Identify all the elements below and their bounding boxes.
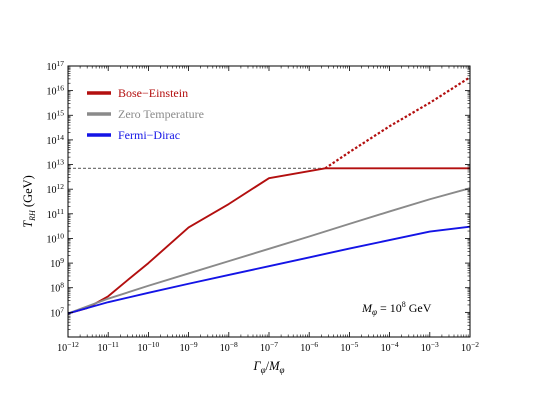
x-tick-label: 10−11: [97, 340, 119, 354]
y-tick-label: 1010: [47, 231, 65, 245]
annotation-layer: Mφ = 108 GeV: [361, 300, 432, 317]
legend-label: Zero Temperature: [118, 107, 204, 121]
y-tick-label: 1011: [47, 207, 64, 221]
x-tick-label: 10−6: [300, 340, 318, 354]
y-tick-label: 1016: [47, 84, 65, 98]
series-zero-temperature: [67, 187, 471, 315]
y-tick-label: 1015: [47, 108, 65, 122]
y-tick-label: 1012: [47, 182, 65, 196]
x-tick-label: 10−9: [180, 340, 198, 354]
y-tick-label: 1013: [47, 158, 65, 172]
series-fermi-dirac: [67, 225, 471, 315]
x-tick-label: 10−5: [340, 340, 358, 354]
series-bose-einstein-continuation: [324, 76, 471, 170]
x-tick-label: 10−2: [461, 340, 479, 354]
y-tick-label: 109: [50, 256, 64, 270]
y-tick-label: 107: [50, 305, 64, 319]
legend: Bose−Einstein Zero Temperature Fermi−Dirac: [87, 86, 204, 142]
series-bose-einstein: [67, 167, 470, 315]
legend-label: Bose−Einstein: [118, 86, 188, 100]
axes-layer: 10−12 10−11 10−10 10−9 10−8 10−7 10−6 10−5 10−4 1…: [21, 59, 479, 375]
x-tick-label: 10−12: [57, 340, 79, 354]
series-layer: [67, 76, 471, 315]
x-tick-label: 10−3: [421, 340, 439, 354]
y-axis-title: TRH (GeV): [21, 175, 37, 228]
mass-annotation: Mφ = 108 GeV: [361, 300, 432, 317]
y-tick-label: 1017: [47, 59, 65, 73]
x-tick-label: 10−10: [138, 340, 160, 354]
x-tick-label: 10−8: [220, 340, 238, 354]
legend-label: Fermi−Dirac: [118, 128, 180, 142]
y-tick-label: 1014: [47, 133, 65, 147]
x-axis-title: Γφ/Mφ: [253, 359, 285, 375]
x-tick-label: 10−4: [381, 340, 399, 354]
y-tick-label: 108: [50, 281, 64, 295]
x-tick-label: 10−7: [260, 340, 278, 354]
